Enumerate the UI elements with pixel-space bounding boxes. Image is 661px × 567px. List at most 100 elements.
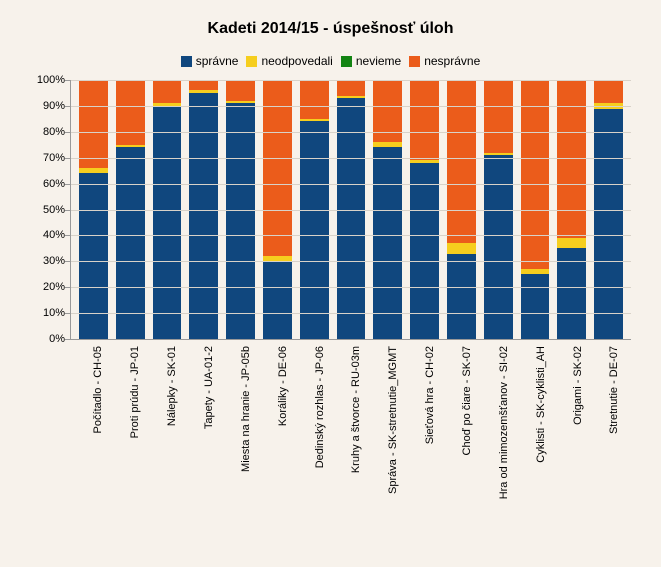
x-label-slot: Origami - SK-02: [553, 340, 590, 530]
y-axis-label: 50%: [27, 204, 65, 216]
y-axis-label: 20%: [27, 281, 65, 293]
y-axis-label: 70%: [27, 152, 65, 164]
bar-segment-spravne: [116, 147, 145, 339]
y-gridline: [71, 210, 631, 211]
x-label-slot: Koráliky - DE-06: [258, 340, 295, 530]
y-tick: [65, 158, 71, 159]
bar-segment-nespravne: [79, 80, 108, 168]
x-label-slot: Sieťová hra - CH-02: [406, 340, 443, 530]
bar-segment-nespravne: [557, 80, 586, 238]
y-tick: [65, 235, 71, 236]
y-tick: [65, 184, 71, 185]
bar-segment-nespravne: [300, 80, 329, 119]
bar-segment-spravne: [226, 103, 255, 339]
bar-segment-neodpovedali: [447, 243, 476, 253]
legend-item: nevieme: [341, 54, 401, 68]
y-tick: [65, 261, 71, 262]
chart-title: Kadeti 2014/15 - úspešnosť úloh: [20, 20, 641, 38]
x-axis-label: Proti prúdu - JP-01: [129, 346, 141, 438]
legend-label: nevieme: [356, 54, 401, 68]
y-axis-label: 40%: [27, 229, 65, 241]
bar-segment-spravne: [189, 93, 218, 339]
bar-segment-spravne: [521, 274, 550, 339]
x-label-slot: Proti prúdu - JP-01: [111, 340, 148, 530]
y-gridline: [71, 184, 631, 185]
bar-segment-nespravne: [116, 80, 145, 145]
bar-segment-spravne: [337, 98, 366, 339]
x-axis-label: Nálepky - SK-01: [166, 346, 178, 426]
legend-item: neodpovedali: [246, 54, 332, 68]
bar-segment-nespravne: [373, 80, 402, 142]
y-gridline: [71, 235, 631, 236]
bar-segment-neodpovedali: [557, 238, 586, 248]
bar-segment-spravne: [300, 121, 329, 339]
x-axis-label: Sieťová hra - CH-02: [424, 346, 436, 444]
y-tick: [65, 80, 71, 81]
y-gridline: [71, 158, 631, 159]
bar-segment-nespravne: [410, 80, 439, 160]
y-axis-label: 10%: [27, 307, 65, 319]
legend-label: nesprávne: [424, 54, 480, 68]
x-axis-label: Tapety - UA-01-2: [203, 346, 215, 429]
bar-segment-spravne: [263, 261, 292, 339]
x-label-slot: Kruhy a štvorce - RU-03m: [332, 340, 369, 530]
x-axis-label: Kruhy a štvorce - RU-03m: [350, 346, 362, 473]
chart-container: Kadeti 2014/15 - úspešnosť úloh správne n…: [0, 0, 661, 567]
legend-swatch: [181, 56, 192, 67]
bar-segment-nespravne: [337, 80, 366, 96]
bar-segment-nespravne: [594, 80, 623, 103]
legend-swatch: [246, 56, 257, 67]
bar-segment-spravne: [153, 106, 182, 339]
x-label-slot: Cyklisti - SK-cyklisti_AH: [516, 340, 553, 530]
y-gridline: [71, 132, 631, 133]
plot-area: 0%10%20%30%40%50%60%70%80%90%100%: [70, 80, 631, 340]
bar-segment-nespravne: [447, 80, 476, 243]
y-tick: [65, 287, 71, 288]
bar-segment-nespravne: [189, 80, 218, 90]
x-axis-label: Choď po čiare - SK-07: [461, 346, 473, 455]
y-axis-label: 90%: [27, 100, 65, 112]
y-axis-label: 60%: [27, 178, 65, 190]
y-axis-label: 100%: [27, 74, 65, 86]
x-label-slot: Hra od mimozemšťanov - SI-02: [479, 340, 516, 530]
x-axis-label: Počítadlo - CH-05: [92, 346, 104, 433]
x-label-slot: Počítadlo - CH-05: [74, 340, 111, 530]
y-axis-label: 30%: [27, 255, 65, 267]
bar-segment-spravne: [594, 109, 623, 340]
legend-item: nesprávne: [409, 54, 480, 68]
bar-segment-spravne: [79, 173, 108, 339]
x-label-slot: Tapety - UA-01-2: [185, 340, 222, 530]
bar-segment-nespravne: [153, 80, 182, 103]
y-tick: [65, 210, 71, 211]
bar-segment-nespravne: [226, 80, 255, 101]
legend: správne neodpovedali nevieme nesprávne: [20, 54, 641, 68]
x-axis-label: Koráliky - DE-06: [277, 346, 289, 426]
y-gridline: [71, 313, 631, 314]
y-tick: [65, 106, 71, 107]
legend-label: správne: [196, 54, 239, 68]
bar-segment-spravne: [373, 147, 402, 339]
y-tick: [65, 313, 71, 314]
x-axis-label: Cyklisti - SK-cyklisti_AH: [535, 346, 547, 463]
bar-segment-nespravne: [521, 80, 550, 269]
x-label-slot: Správa - SK-stretnutie_MGMT: [369, 340, 406, 530]
y-tick: [65, 339, 71, 340]
x-label-slot: Choď po čiare - SK-07: [443, 340, 480, 530]
x-axis-label: Dedinský rozhlas - JP-06: [314, 346, 326, 468]
y-gridline: [71, 106, 631, 107]
bar-segment-nespravne: [484, 80, 513, 153]
y-tick: [65, 132, 71, 133]
x-label-slot: Nálepky - SK-01: [148, 340, 185, 530]
bar-segment-spravne: [447, 254, 476, 339]
x-label-slot: Stretnutie - DE-07: [590, 340, 627, 530]
legend-label: neodpovedali: [261, 54, 332, 68]
legend-swatch: [409, 56, 420, 67]
x-axis-label: Správa - SK-stretnutie_MGMT: [387, 346, 399, 494]
y-axis-label: 0%: [27, 333, 65, 345]
y-gridline: [71, 80, 631, 81]
x-label-slot: Miesta na hranie - JP-05b: [221, 340, 258, 530]
y-gridline: [71, 261, 631, 262]
legend-swatch: [341, 56, 352, 67]
x-axis-label: Hra od mimozemšťanov - SI-02: [498, 346, 510, 499]
x-label-slot: Dedinský rozhlas - JP-06: [295, 340, 332, 530]
